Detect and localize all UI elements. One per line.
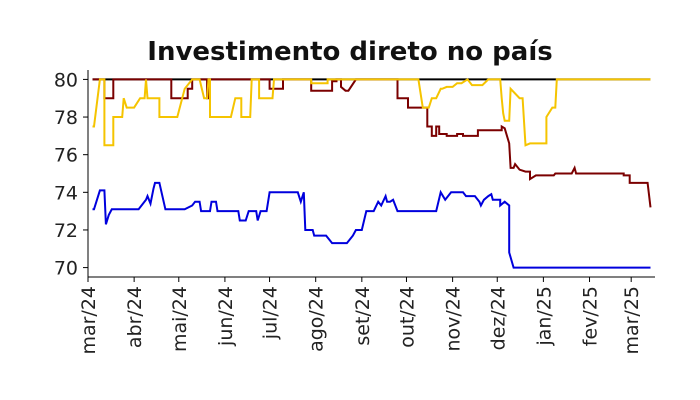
x-axis-ticks: mar/24 abr/24 mai/24 jun/24 jul/24 ago/24 set/… bbox=[78, 277, 643, 355]
x-tick-label: jun/24 bbox=[215, 286, 237, 347]
axes-layer bbox=[87, 70, 655, 278]
y-tick-label: 70 bbox=[54, 258, 78, 280]
series-line-2 bbox=[92, 78, 652, 208]
x-tick-label: fev/25 bbox=[580, 286, 602, 346]
y-tick-label: 80 bbox=[54, 69, 78, 91]
y-axis-ticks: 70 72 74 76 78 80 bbox=[54, 69, 88, 280]
y-tick-label: 76 bbox=[54, 145, 78, 167]
series-line-4 bbox=[92, 181, 651, 269]
x-tick-label: out/24 bbox=[396, 286, 418, 348]
x-tick-label: mar/24 bbox=[78, 286, 100, 355]
x-tick-label: jan/25 bbox=[533, 286, 555, 347]
chart-title: Investimento direto no país bbox=[147, 37, 552, 67]
x-tick-label: set/24 bbox=[352, 286, 374, 346]
series-layer bbox=[92, 78, 652, 269]
x-tick-label: dez/24 bbox=[487, 286, 509, 350]
series-line-3 bbox=[92, 78, 651, 147]
x-tick-label: nov/24 bbox=[443, 286, 465, 352]
x-tick-label: ago/24 bbox=[306, 286, 328, 352]
x-tick-label: jul/24 bbox=[260, 286, 282, 340]
x-tick-label: mai/24 bbox=[169, 286, 191, 352]
y-tick-label: 72 bbox=[54, 220, 78, 242]
y-tick-label: 74 bbox=[54, 182, 78, 204]
x-tick-label: mar/25 bbox=[621, 286, 643, 355]
x-tick-label: abr/24 bbox=[124, 286, 146, 348]
y-tick-label: 78 bbox=[54, 107, 78, 129]
